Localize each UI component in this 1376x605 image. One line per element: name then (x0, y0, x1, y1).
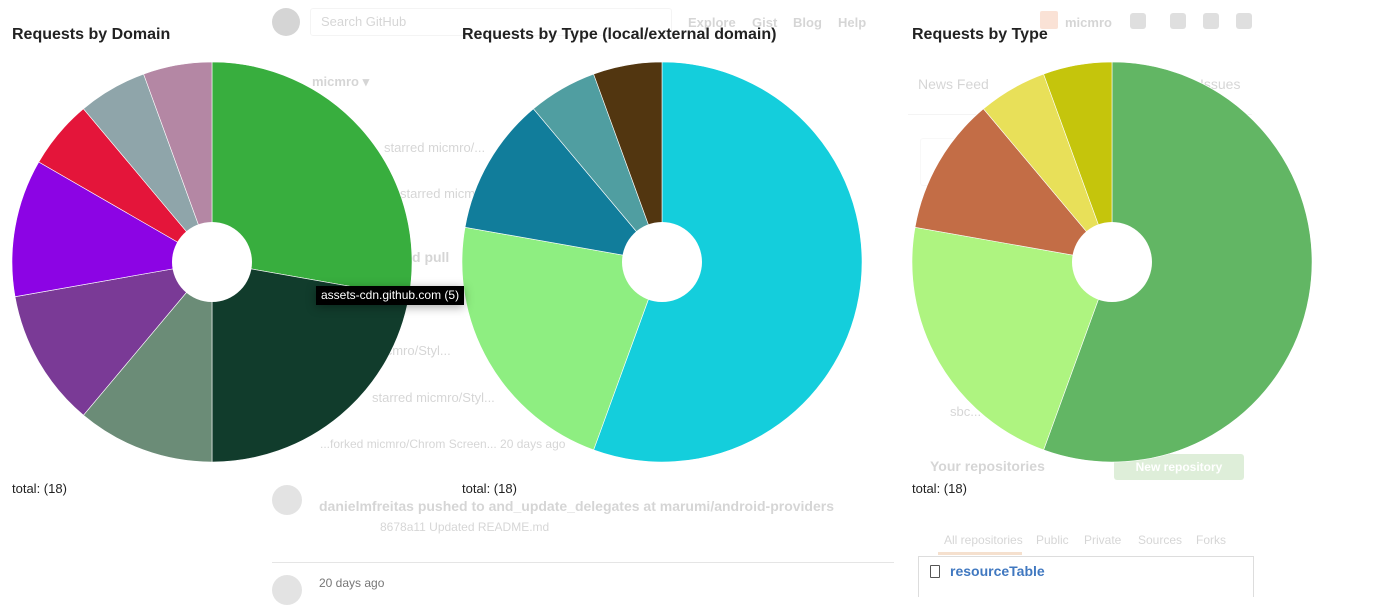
github-logo-icon (272, 8, 300, 36)
repo-filter-sources[interactable]: Sources (1138, 533, 1183, 547)
side-item[interactable]: sbc... (950, 404, 982, 419)
pie-chart-domain (11, 61, 413, 463)
chart-total-local-external: total: (18) (462, 481, 517, 496)
feed-item: d pull (412, 249, 450, 265)
avatar (272, 485, 302, 515)
feed-timestamp: 20 days ago (319, 576, 385, 590)
repo-filter-forks[interactable]: Forks (1196, 533, 1226, 547)
pie-slice-1[interactable] (211, 61, 413, 298)
nav-blog[interactable]: Blog (793, 15, 822, 30)
notifications-icon[interactable] (1170, 13, 1186, 29)
commit-line: 8678a11 Updated README.md (380, 520, 550, 534)
chart-title-local-external: Requests by Type (local/external domain) (462, 26, 777, 43)
pie-slice-5[interactable] (1043, 61, 1113, 263)
pie-slice-1[interactable] (593, 61, 863, 463)
repo-icon (930, 565, 940, 578)
sign-out-icon[interactable] (1236, 13, 1252, 29)
slice-tooltip: assets-cdn.github.com (5) (316, 286, 465, 305)
search-input[interactable]: Search GitHub (310, 8, 672, 36)
gear-icon[interactable] (1203, 13, 1219, 29)
context-switcher[interactable]: micmro ▾ (312, 74, 370, 89)
pie-chart-local-external (461, 61, 863, 463)
avatar[interactable] (1040, 11, 1058, 29)
pie-slice-5[interactable] (593, 61, 663, 263)
pie-slice-2[interactable] (911, 226, 1113, 451)
search-placeholder: Search GitHub (321, 14, 407, 29)
donut-hole (172, 222, 252, 302)
push-event: danielmfreitas pushed to and_update_dele… (319, 498, 835, 514)
repo-filter-all[interactable]: All repositories (944, 533, 1023, 547)
feed-item: starred micmro/... (384, 140, 486, 155)
avatar (272, 575, 302, 605)
repo-filter-public[interactable]: Public (1036, 533, 1069, 547)
feed-item: starred micmro/Styl... (372, 390, 495, 405)
pie-slice-3[interactable] (914, 108, 1113, 263)
feed-item: ...forked micmro/Chrom Screen... 20 days… (320, 437, 566, 451)
pie-slice-2[interactable] (461, 226, 663, 451)
donut-hole (1072, 222, 1152, 302)
nav-help[interactable]: Help (838, 15, 867, 30)
repo-filter-private[interactable]: Private (1084, 533, 1122, 547)
pie-slice-1[interactable] (1043, 61, 1313, 463)
username[interactable]: micmro (1065, 15, 1112, 30)
feed-item: starred micm... (400, 186, 486, 201)
pie-slice-8[interactable] (143, 61, 213, 263)
pie-chart-type (911, 61, 1313, 463)
pie-slice-3[interactable] (464, 108, 663, 263)
nav-explore[interactable]: Explore (688, 15, 736, 30)
repo-list (918, 556, 1254, 597)
pie-slice-2[interactable] (211, 261, 410, 463)
tab-news-feed[interactable]: News Feed (918, 76, 989, 92)
plus-icon[interactable] (1130, 13, 1146, 29)
donut-hole (622, 222, 702, 302)
pie-slice-4[interactable] (14, 261, 213, 416)
pie-slice-5[interactable] (11, 161, 213, 298)
chart-title-domain: Requests by Domain (12, 26, 171, 43)
nav-gist[interactable]: Gist (752, 15, 778, 30)
pie-slice-3[interactable] (83, 261, 213, 463)
your-repositories-heading: Your repositories (930, 458, 1045, 474)
repo-link[interactable]: resourceTable (950, 563, 1045, 579)
repo-filter-selected-indicator (938, 552, 1022, 555)
chart-title-type: Requests by Type (912, 26, 1048, 43)
chart-total-type: total: (18) (912, 481, 967, 496)
background-page: Search GitHub Explore Gist Blog Help mic… (272, 8, 1254, 605)
feed-divider (272, 562, 894, 563)
chart-total-domain: total: (18) (12, 481, 67, 496)
